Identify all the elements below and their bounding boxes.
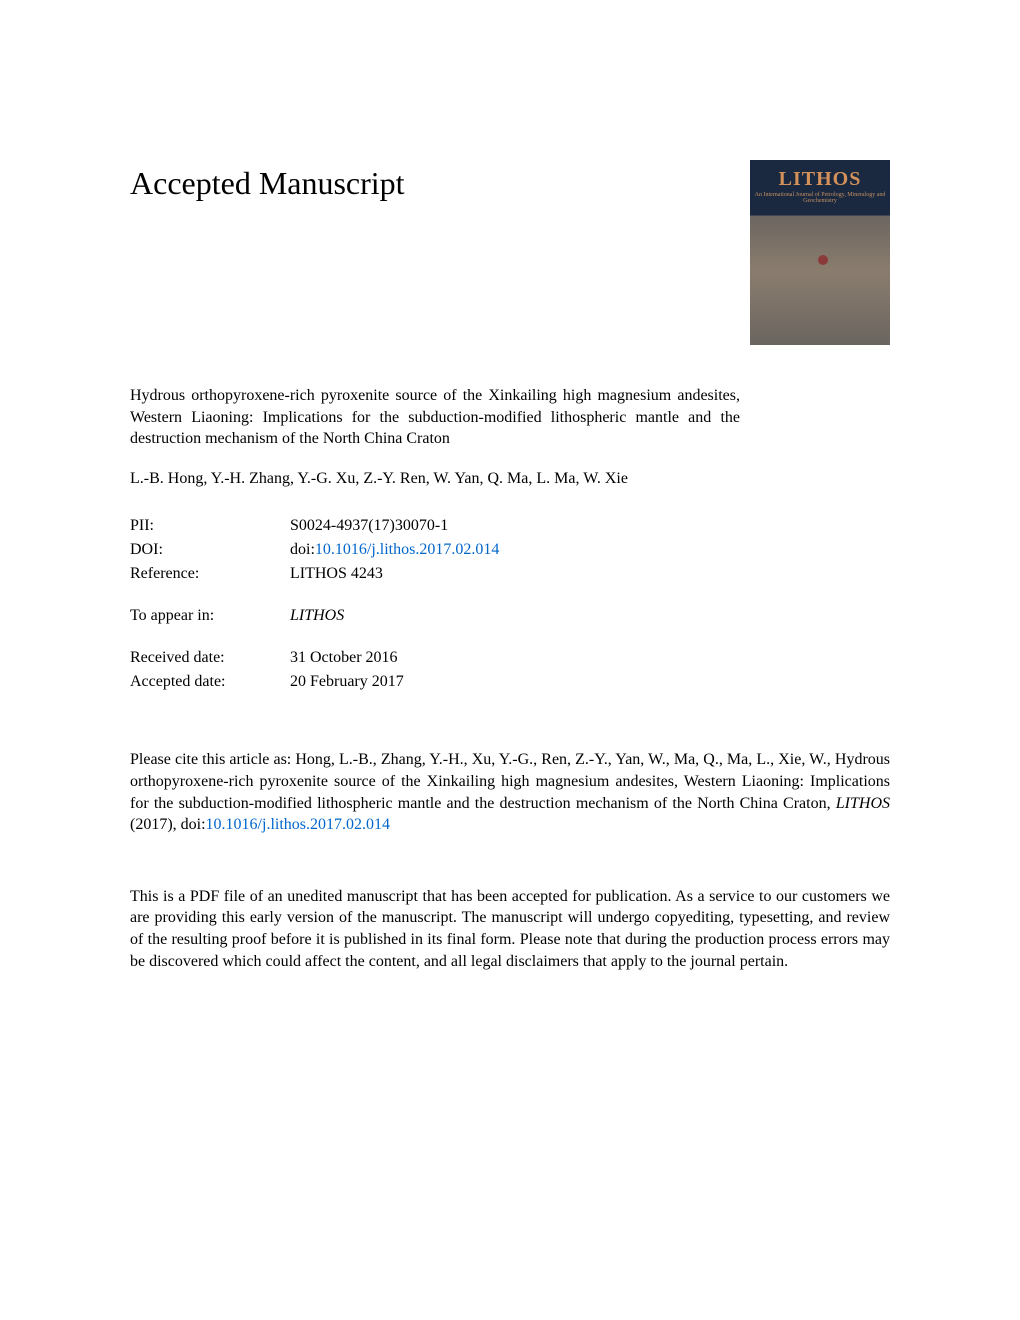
disclaimer-text: This is a PDF file of an unedited manusc…	[130, 886, 890, 972]
accepted-label: Accepted date:	[130, 670, 290, 694]
header-row: Accepted Manuscript LITHOS An Internatio…	[130, 165, 890, 345]
received-value: 31 October 2016	[290, 646, 740, 670]
received-label: Received date:	[130, 646, 290, 670]
page-heading: Accepted Manuscript	[130, 165, 405, 202]
article-authors: L.-B. Hong, Y.-H. Zhang, Y.-G. Xu, Z.-Y.…	[130, 468, 740, 490]
article-metadata-block: Hydrous orthopyroxene-rich pyroxenite so…	[130, 385, 740, 694]
received-row: Received date: 31 October 2016	[130, 646, 740, 670]
citation-block: Please cite this article as: Hong, L.-B.…	[130, 749, 890, 835]
reference-row: Reference: LITHOS 4243	[130, 562, 740, 586]
citation-year: (2017), doi:	[130, 816, 206, 833]
cover-decoration	[818, 255, 828, 265]
appear-row: To appear in: LITHOS	[130, 604, 740, 628]
doi-row: DOI: doi:10.1016/j.lithos.2017.02.014	[130, 538, 740, 562]
cover-title: LITHOS	[750, 168, 890, 191]
accepted-value: 20 February 2017	[290, 670, 740, 694]
doi-prefix: doi:	[290, 541, 315, 558]
doi-link[interactable]: 10.1016/j.lithos.2017.02.014	[315, 541, 499, 558]
citation-journal: LITHOS	[836, 795, 890, 812]
journal-cover-thumbnail: LITHOS An International Journal of Petro…	[750, 160, 890, 345]
pii-row: PII: S0024-4937(17)30070-1	[130, 514, 740, 538]
reference-value: LITHOS 4243	[290, 562, 740, 586]
doi-value: doi:10.1016/j.lithos.2017.02.014	[290, 538, 740, 562]
metadata-table: PII: S0024-4937(17)30070-1 DOI: doi:10.1…	[130, 514, 740, 694]
reference-label: Reference:	[130, 562, 290, 586]
citation-text: Please cite this article as: Hong, L.-B.…	[130, 751, 890, 811]
accepted-row: Accepted date: 20 February 2017	[130, 670, 740, 694]
citation-doi-link[interactable]: 10.1016/j.lithos.2017.02.014	[206, 816, 390, 833]
appear-value: LITHOS	[290, 604, 740, 628]
doi-label: DOI:	[130, 538, 290, 562]
pii-label: PII:	[130, 514, 290, 538]
appear-label: To appear in:	[130, 604, 290, 628]
pii-value: S0024-4937(17)30070-1	[290, 514, 740, 538]
cover-subtitle: An International Journal of Petrology, M…	[750, 192, 890, 204]
article-title: Hydrous orthopyroxene-rich pyroxenite so…	[130, 385, 740, 450]
